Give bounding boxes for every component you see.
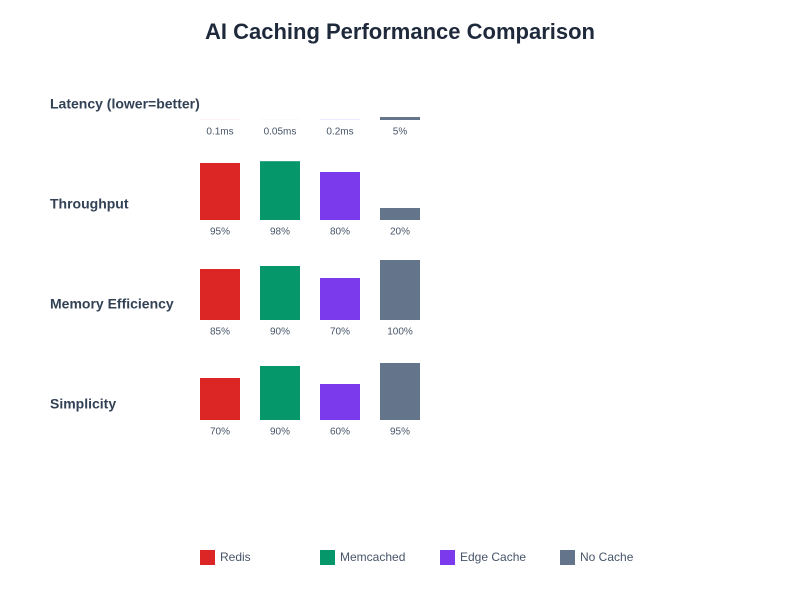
- value-label: 0.1ms: [206, 127, 233, 138]
- bar: [260, 266, 300, 320]
- bar: [380, 208, 420, 220]
- legend-swatch: [440, 550, 455, 565]
- value-label: 90%: [270, 427, 290, 438]
- value-label: 20%: [390, 227, 410, 238]
- value-label: 90%: [270, 327, 290, 338]
- value-label: 70%: [210, 427, 230, 438]
- bar: [200, 378, 240, 420]
- bar: [380, 260, 420, 320]
- legend-swatch: [200, 550, 215, 565]
- bar: [320, 278, 360, 320]
- bar: [200, 163, 240, 220]
- value-label: 80%: [330, 227, 350, 238]
- value-label: 0.05ms: [264, 127, 297, 138]
- legend-swatch: [320, 550, 335, 565]
- category-label: Throughput: [50, 196, 129, 212]
- value-label: 98%: [270, 227, 290, 238]
- legend-label: Redis: [220, 550, 251, 564]
- category-label: Latency (lower=better): [50, 96, 200, 112]
- value-label: 95%: [210, 227, 230, 238]
- value-label: 100%: [387, 327, 413, 338]
- legend-label: Edge Cache: [460, 550, 526, 564]
- value-label: 60%: [330, 427, 350, 438]
- legend-label: No Cache: [580, 550, 634, 564]
- bar: [380, 117, 420, 120]
- value-label: 5%: [393, 127, 408, 138]
- value-label: 70%: [330, 327, 350, 338]
- bar: [200, 269, 240, 320]
- bar: [260, 366, 300, 420]
- category-label: Memory Efficiency: [50, 296, 174, 312]
- category-label: Simplicity: [50, 396, 116, 412]
- chart-title: AI Caching Performance Comparison: [205, 19, 595, 44]
- legend-label: Memcached: [340, 550, 405, 564]
- value-label: 95%: [390, 427, 410, 438]
- bar: [380, 363, 420, 420]
- value-label: 0.2ms: [326, 127, 353, 138]
- legend-swatch: [560, 550, 575, 565]
- bar: [260, 161, 300, 220]
- value-label: 85%: [210, 327, 230, 338]
- bar: [320, 172, 360, 220]
- bar: [320, 384, 360, 420]
